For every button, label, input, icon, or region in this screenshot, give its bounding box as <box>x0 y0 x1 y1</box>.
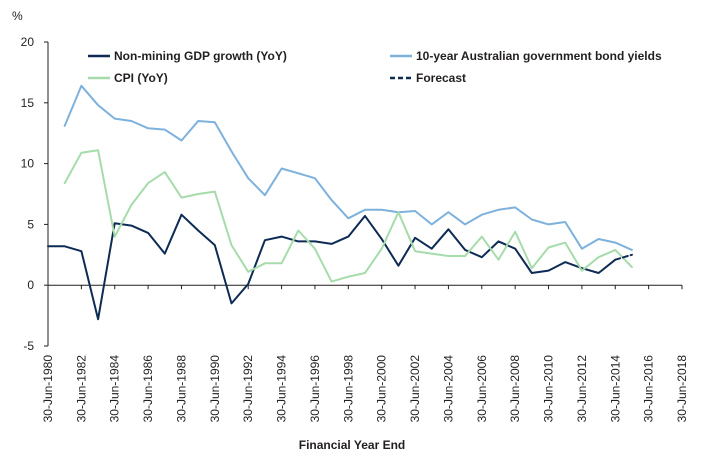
x-tick-label: 30-Jun-2012 <box>575 355 589 423</box>
series-line-2 <box>63 84 633 251</box>
x-tick-label: 30-Jun-2006 <box>475 355 489 423</box>
series-line-4 <box>614 253 633 261</box>
x-tick-label: 30-Jun-1980 <box>41 355 55 423</box>
legend-label-2: 10-year Australian government bond yield… <box>416 49 662 63</box>
x-tick-label: 30-Jun-1984 <box>108 355 122 423</box>
series-line-3 <box>63 149 633 283</box>
y-tick-label: 20 <box>21 35 35 49</box>
x-axis-title: Financial Year End <box>299 438 406 452</box>
x-tick-label: 30-Jun-2010 <box>542 355 556 423</box>
y-tick-label: -5 <box>23 339 34 353</box>
y-axis-ticks: -5 0 5 10 15 20 <box>21 35 48 353</box>
x-tick-label: 30-Jun-2016 <box>642 355 656 423</box>
legend-label-1: Non-mining GDP growth (YoY) <box>114 49 287 63</box>
x-tick-label: 30-Jun-2002 <box>408 355 422 423</box>
x-tick-label: 30-Jun-2014 <box>608 355 622 423</box>
y-tick-label: 15 <box>21 96 35 110</box>
legend-label-4: Forecast <box>416 71 466 85</box>
x-tick-label: 30-Jun-1988 <box>174 355 188 423</box>
x-tick-label: 30-Jun-1998 <box>341 355 355 423</box>
x-tick-label: 30-Jun-1990 <box>208 355 222 423</box>
x-tick-label: 30-Jun-2018 <box>675 355 689 423</box>
y-tick-label: 0 <box>27 278 34 292</box>
x-tick-label: 30-Jun-2004 <box>441 355 455 423</box>
series-line-1 <box>47 213 617 321</box>
y-tick-label: 5 <box>27 217 34 231</box>
y-axis-unit-label: % <box>12 9 23 23</box>
x-tick-label: 30-Jun-1996 <box>308 355 322 423</box>
series-group <box>47 84 633 321</box>
x-tick-label: 30-Jun-1992 <box>241 355 255 423</box>
x-tick-label: 30-Jun-2000 <box>375 355 389 423</box>
x-tick-label: 30-Jun-1994 <box>275 355 289 423</box>
y-tick-label: 10 <box>21 157 35 171</box>
x-tick-label: 30-Jun-1986 <box>141 355 155 423</box>
x-tick-label: 30-Jun-1982 <box>74 355 88 423</box>
legend-label-3: CPI (YoY) <box>114 71 168 85</box>
x-axis-ticks: 30-Jun-1980 30-Jun-1982 30-Jun-1984 30-Jun-… <box>41 285 689 422</box>
x-tick-label: 30-Jun-2008 <box>508 355 522 423</box>
legend: Non-mining GDP growth (YoY) 10-year Austr… <box>88 49 662 85</box>
